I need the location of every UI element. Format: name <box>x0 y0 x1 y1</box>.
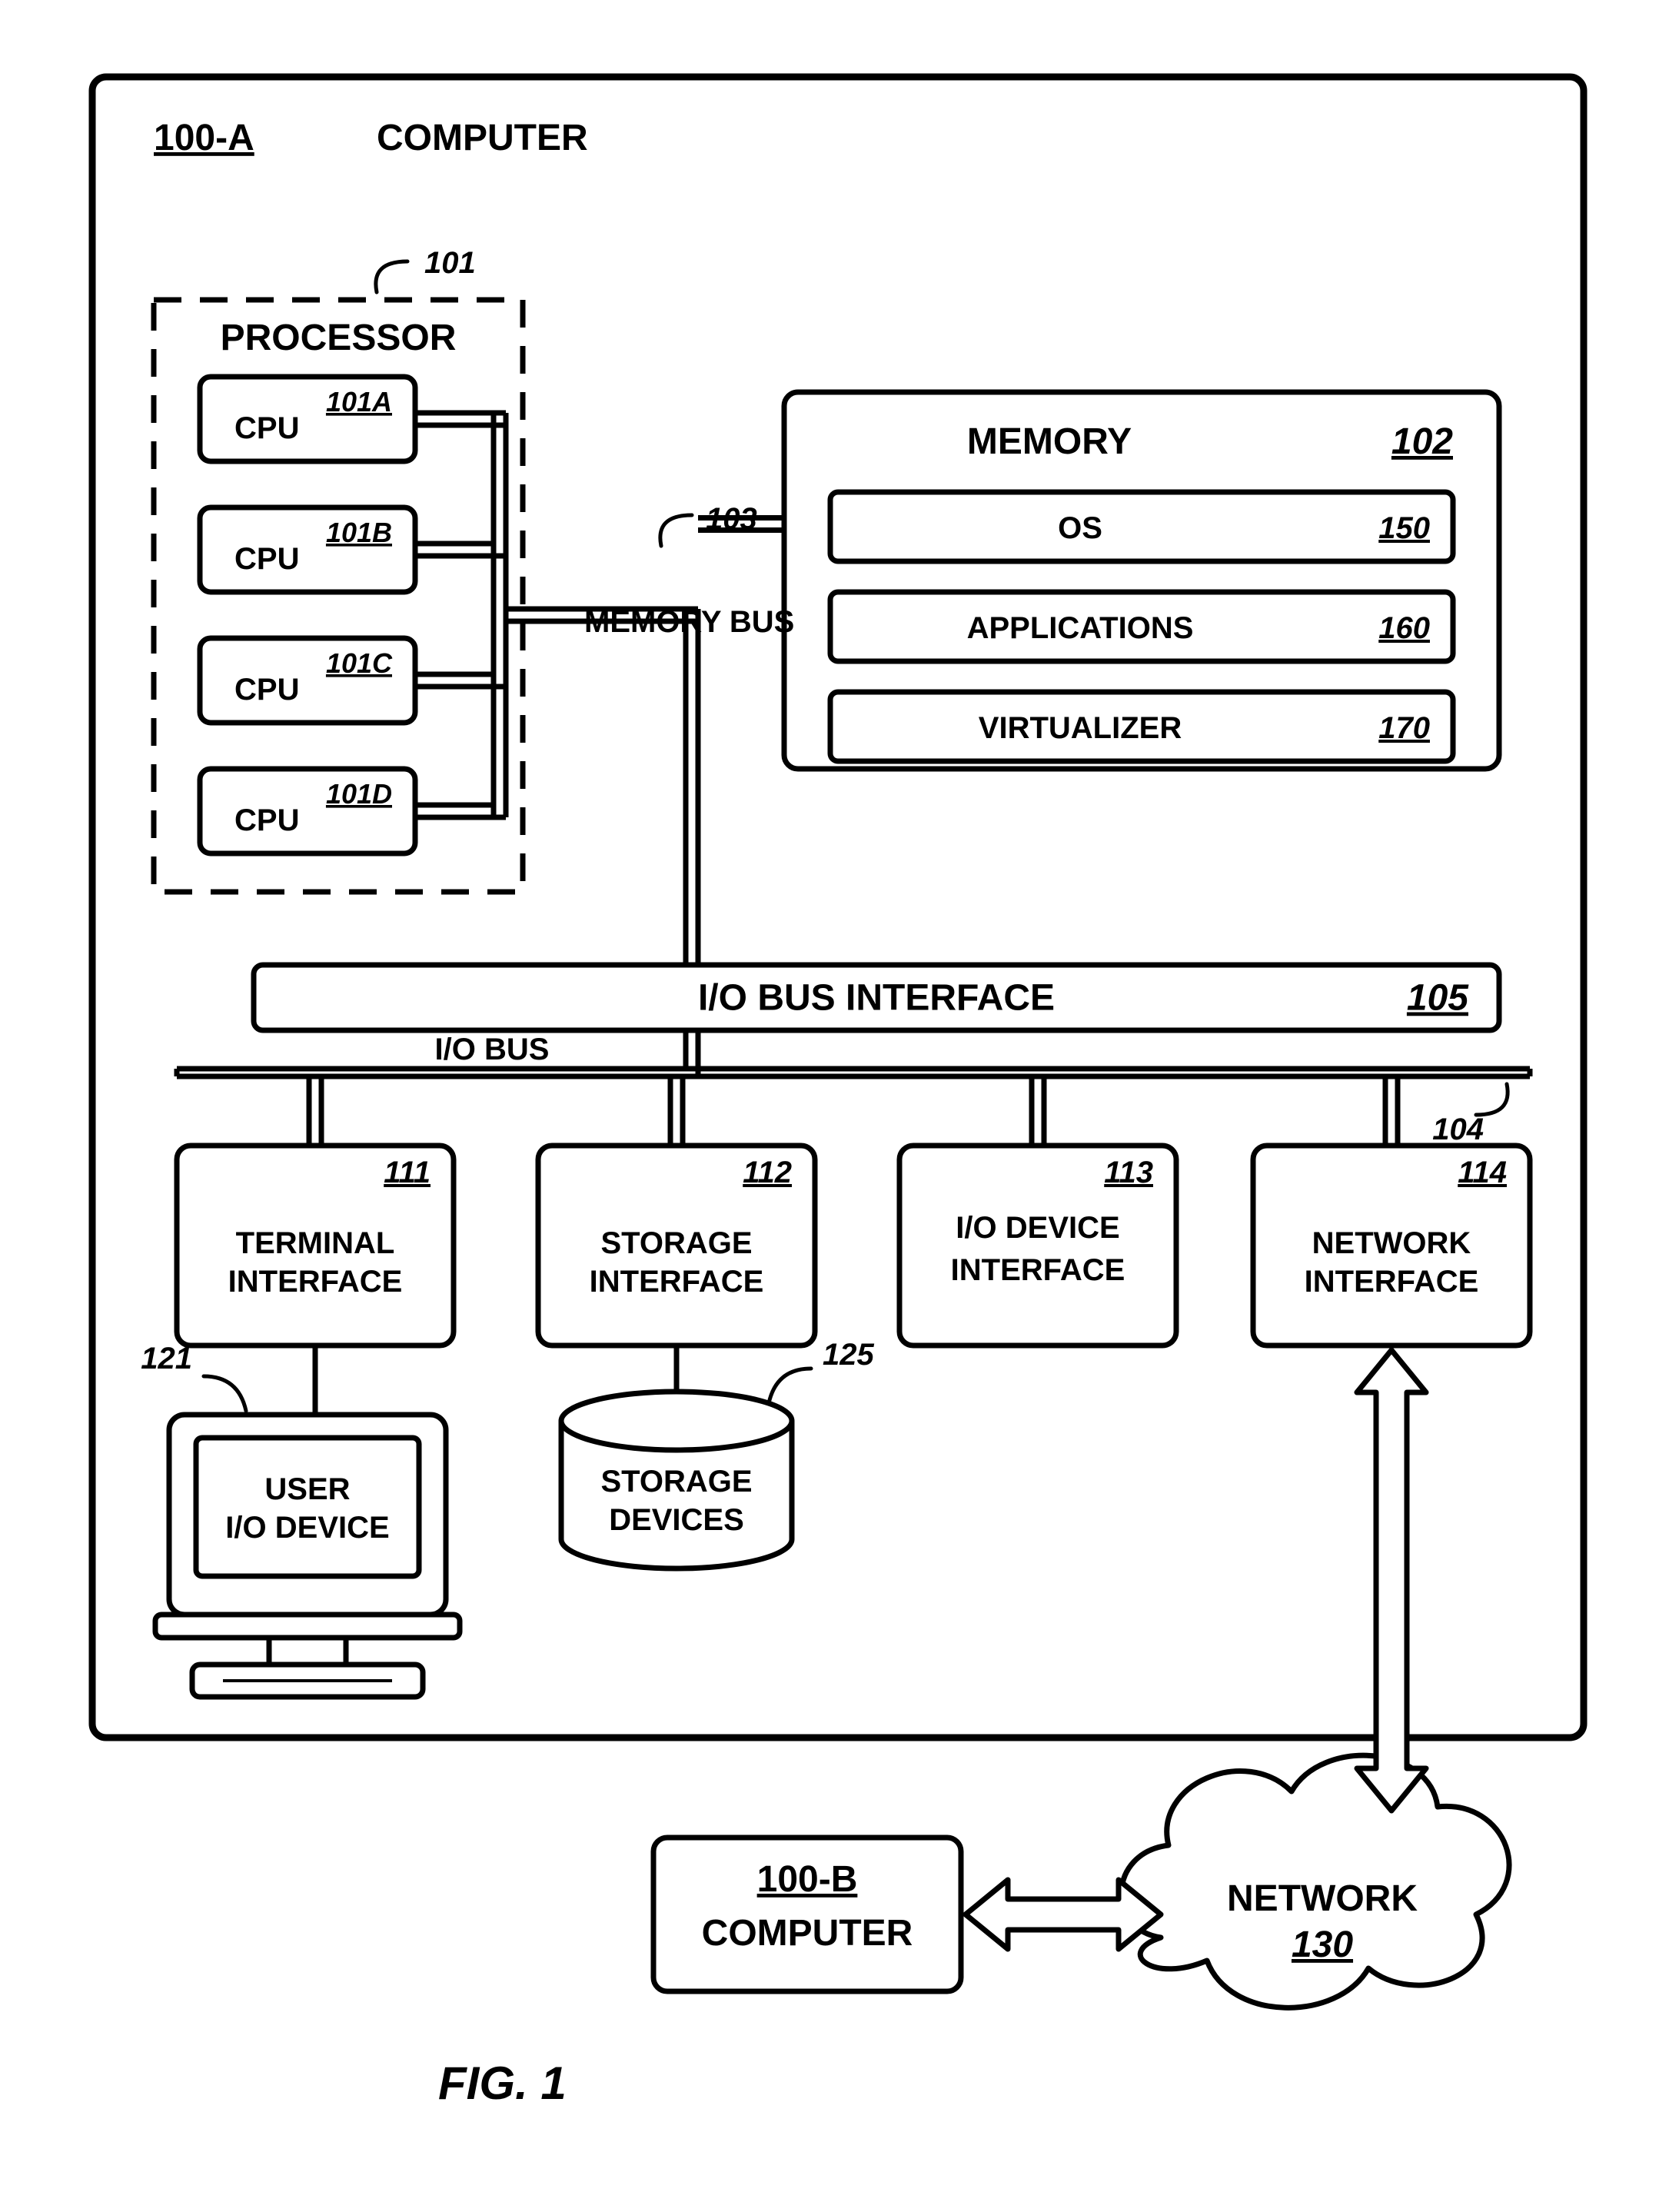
ref-105: 105 <box>1407 978 1469 1019</box>
svg-text:DEVICES: DEVICES <box>609 1503 744 1537</box>
storage-devices: STORAGE DEVICES <box>561 1392 792 1537</box>
svg-text:114: 114 <box>1458 1156 1507 1189</box>
leader-101 <box>376 261 407 292</box>
svg-text:121: 121 <box>141 1342 192 1375</box>
leader-103 <box>660 515 692 546</box>
ref-102: 102 <box>1391 421 1453 462</box>
ref-101: 101 <box>424 246 476 280</box>
label-cpu_b: CPU <box>234 542 299 576</box>
label-network: NETWORK <box>1227 1878 1418 1919</box>
label-cpu_c: CPU <box>234 673 299 707</box>
ref-virtualizer: 170 <box>1378 711 1430 745</box>
svg-text:INTERFACE: INTERFACE <box>1305 1265 1479 1299</box>
svg-text:STORAGE: STORAGE <box>600 1226 752 1260</box>
ref-cpu_a: 101A <box>326 386 392 417</box>
label-apps: APPLICATIONS <box>967 611 1194 645</box>
ref-100-a: 100-A <box>154 118 254 158</box>
label-cpu_d: CPU <box>234 803 299 837</box>
svg-text:NETWORK: NETWORK <box>1312 1226 1471 1260</box>
label-computer: COMPUTER <box>377 118 588 158</box>
svg-text:125: 125 <box>823 1338 874 1372</box>
label-io-bus: I/O BUS <box>435 1033 550 1066</box>
svg-text:112: 112 <box>743 1156 792 1189</box>
label-computer-b: COMPUTER <box>702 1913 913 1954</box>
svg-text:I/O DEVICE: I/O DEVICE <box>956 1211 1119 1245</box>
svg-text:STORAGE: STORAGE <box>600 1465 752 1499</box>
ref-apps: 160 <box>1378 611 1430 645</box>
svg-text:TERMINAL: TERMINAL <box>236 1226 395 1260</box>
label-cpu_a: CPU <box>234 411 299 445</box>
label-os: OS <box>1058 511 1102 545</box>
ref-100-b: 100-B <box>757 1859 858 1900</box>
ref-cpu_d: 101D <box>326 778 392 810</box>
ref-cpu_c: 101C <box>326 647 393 679</box>
ref-130: 130 <box>1292 1924 1353 1965</box>
svg-text:INTERFACE: INTERFACE <box>590 1265 764 1299</box>
svg-text:111: 111 <box>384 1156 431 1189</box>
label-processor: PROCESSOR <box>221 318 457 358</box>
os-box <box>830 492 1453 561</box>
figure-label: FIG. 1 <box>438 2057 567 2109</box>
svg-text:USER: USER <box>264 1472 350 1506</box>
ref-104: 104 <box>1432 1113 1484 1146</box>
svg-text:INTERFACE: INTERFACE <box>228 1265 403 1299</box>
svg-text:INTERFACE: INTERFACE <box>951 1253 1125 1287</box>
label-memory: MEMORY <box>967 421 1132 462</box>
svg-text:113: 113 <box>1104 1156 1153 1189</box>
label-memory-bus: MEMORY BUS <box>584 605 794 639</box>
user-io-device: USER I/O DEVICE <box>155 1415 460 1697</box>
label-io-bus-interface: I/O BUS INTERFACE <box>698 978 1055 1019</box>
label-virtualizer: VIRTUALIZER <box>979 711 1182 745</box>
ref-os: 150 <box>1378 511 1430 545</box>
ref-103: 103 <box>706 502 757 536</box>
svg-text:I/O DEVICE: I/O DEVICE <box>225 1511 389 1545</box>
ref-cpu_b: 101B <box>326 517 392 548</box>
